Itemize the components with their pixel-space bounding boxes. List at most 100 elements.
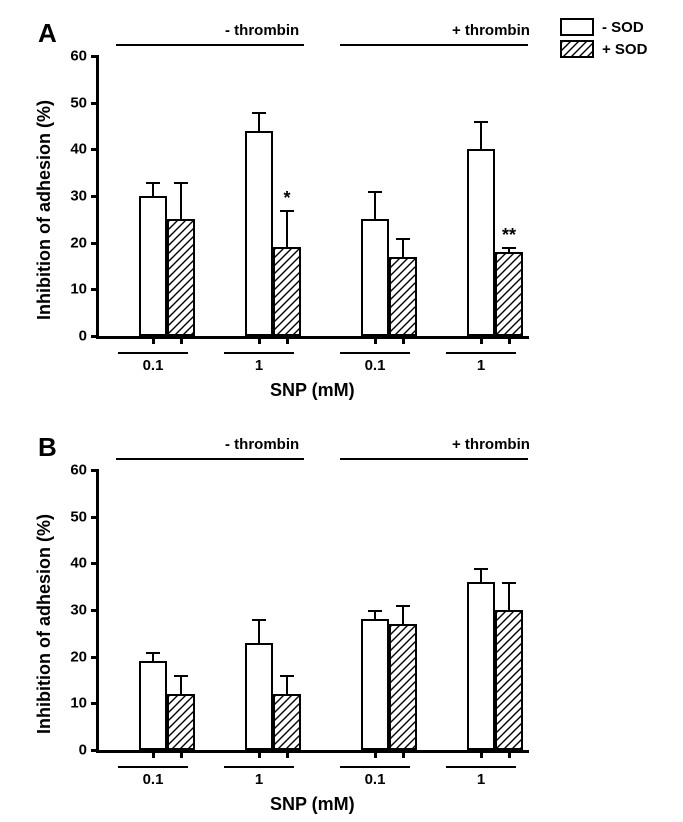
plot-area: 01020304050600.110.11 xyxy=(96,470,529,753)
y-tick-label: 60 xyxy=(70,462,87,479)
y-tick xyxy=(91,609,99,612)
condition-line xyxy=(340,44,528,46)
y-tick-label: 20 xyxy=(70,648,87,665)
legend-swatch-nosod xyxy=(560,18,594,36)
x-tick xyxy=(402,336,405,344)
bar xyxy=(139,661,167,750)
x-group-label: 0.1 xyxy=(365,357,386,374)
bar xyxy=(167,694,195,750)
x-tick xyxy=(258,750,261,758)
legend-swatch-sod xyxy=(560,40,594,58)
bar xyxy=(245,131,273,336)
error-bar xyxy=(402,238,404,257)
y-tick-label: 20 xyxy=(70,234,87,251)
y-tick-label: 50 xyxy=(70,94,87,111)
error-bar xyxy=(286,675,288,694)
error-cap xyxy=(474,568,488,570)
x-tick xyxy=(152,750,155,758)
error-bar xyxy=(508,582,510,610)
x-group-line xyxy=(118,766,188,768)
condition-line xyxy=(116,44,304,46)
x-tick xyxy=(374,336,377,344)
bar xyxy=(495,252,523,336)
error-cap xyxy=(280,675,294,677)
bar xyxy=(273,247,301,336)
error-bar xyxy=(180,182,182,219)
x-tick xyxy=(508,750,511,758)
legend-item: - SOD xyxy=(560,18,647,36)
error-cap xyxy=(174,182,188,184)
y-tick xyxy=(91,469,99,472)
y-tick xyxy=(91,55,99,58)
bar xyxy=(495,610,523,750)
y-tick-label: 30 xyxy=(70,602,87,619)
bar xyxy=(389,624,417,750)
condition-label: + thrombin xyxy=(452,22,530,39)
x-group-line xyxy=(340,352,410,354)
bar xyxy=(139,196,167,336)
x-tick xyxy=(286,336,289,344)
error-cap xyxy=(174,675,188,677)
x-group-line xyxy=(340,766,410,768)
error-bar xyxy=(258,112,260,131)
x-group-line xyxy=(224,352,294,354)
error-cap xyxy=(368,191,382,193)
error-cap xyxy=(280,210,294,212)
y-tick-label: 50 xyxy=(70,508,87,525)
legend-label: - SOD xyxy=(602,19,644,36)
y-tick xyxy=(91,562,99,565)
y-tick-label: 40 xyxy=(70,555,87,572)
y-tick-label: 10 xyxy=(70,695,87,712)
y-axis-title: Inhibition of adhesion (%) xyxy=(34,514,55,734)
x-axis-title: SNP (mM) xyxy=(270,380,355,401)
error-bar xyxy=(180,675,182,694)
error-cap xyxy=(502,247,516,249)
error-bar xyxy=(480,568,482,582)
condition-label: - thrombin xyxy=(225,436,299,453)
error-bar xyxy=(402,605,404,624)
bar xyxy=(467,582,495,750)
x-group-label: 0.1 xyxy=(365,771,386,788)
x-tick xyxy=(286,750,289,758)
x-tick xyxy=(180,750,183,758)
error-cap xyxy=(146,182,160,184)
condition-line xyxy=(340,458,528,460)
x-group-label: 1 xyxy=(477,771,485,788)
error-bar xyxy=(286,210,288,247)
condition-label: - thrombin xyxy=(225,22,299,39)
x-group-label: 0.1 xyxy=(143,771,164,788)
x-group-label: 1 xyxy=(255,357,263,374)
error-cap xyxy=(396,238,410,240)
y-tick xyxy=(91,335,99,338)
bar xyxy=(245,643,273,750)
y-tick xyxy=(91,656,99,659)
error-bar xyxy=(480,121,482,149)
x-tick xyxy=(180,336,183,344)
error-bar xyxy=(374,191,376,219)
y-tick xyxy=(91,242,99,245)
legend: - SOD + SOD xyxy=(560,18,647,62)
bar xyxy=(361,619,389,750)
x-tick xyxy=(402,750,405,758)
error-cap xyxy=(368,610,382,612)
y-tick-label: 60 xyxy=(70,48,87,65)
error-cap xyxy=(474,121,488,123)
x-group-label: 1 xyxy=(477,357,485,374)
x-group-label: 1 xyxy=(255,771,263,788)
y-tick xyxy=(91,516,99,519)
legend-item: + SOD xyxy=(560,40,647,58)
significance-marker: ** xyxy=(502,225,516,246)
bar xyxy=(389,257,417,336)
condition-line xyxy=(116,458,304,460)
plot-area: 01020304050600.110.11*** xyxy=(96,56,529,339)
x-tick xyxy=(480,336,483,344)
bar xyxy=(467,149,495,336)
x-axis-title: SNP (mM) xyxy=(270,794,355,815)
error-cap xyxy=(252,619,266,621)
condition-label: + thrombin xyxy=(452,436,530,453)
y-tick-label: 40 xyxy=(70,141,87,158)
x-group-line xyxy=(118,352,188,354)
y-tick xyxy=(91,148,99,151)
error-cap xyxy=(396,605,410,607)
error-cap xyxy=(502,582,516,584)
